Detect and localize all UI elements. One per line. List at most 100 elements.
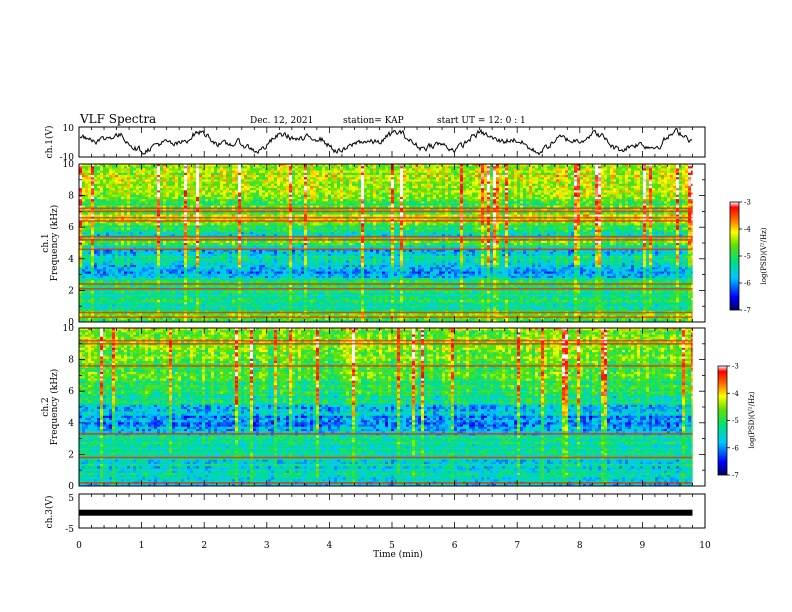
spectrogram-cell: [331, 199, 335, 202]
spectrogram-cell: [508, 207, 512, 211]
spectrogram-cell: [487, 199, 491, 202]
spectrogram-cell: [268, 194, 272, 198]
spectrogram-cell: [226, 166, 230, 169]
spectrogram-cell: [484, 196, 488, 200]
spectrogram-cell: [112, 212, 116, 215]
spectrogram-cell: [223, 168, 227, 171]
spectrogram-cell: [292, 190, 296, 193]
spectrogram-cell: [97, 194, 101, 198]
spectrogram-cell: [466, 179, 470, 182]
spectrogram-cell: [238, 183, 242, 187]
spectrogram-cell: [238, 174, 242, 178]
spectrogram-cell: [430, 201, 434, 204]
spectrogram-cell: [190, 174, 194, 178]
spectrogram-cell: [469, 181, 473, 184]
spectrogram-cell: [562, 170, 566, 173]
spectrogram-cell: [442, 196, 446, 200]
spectrogram-cell: [136, 199, 140, 202]
spectrogram-cell: [283, 174, 287, 178]
spectrogram-cell: [175, 168, 179, 171]
spectrogram-cell: [127, 212, 131, 215]
spectrogram-cell: [337, 194, 341, 198]
spectrogram-cell: [88, 179, 92, 182]
spectrogram-cell: [529, 207, 533, 211]
spectrogram-cell: [523, 199, 527, 202]
spectrogram-cell: [142, 183, 146, 187]
spectrogram-cell: [529, 203, 533, 206]
spectrogram-cell: [526, 196, 530, 200]
spectrogram-cell: [613, 188, 617, 191]
spectrogram-cell: [475, 192, 479, 195]
spectrogram-cell: [346, 164, 350, 167]
spectrogram-cell: [334, 181, 338, 184]
spectrogram-cell: [349, 190, 353, 193]
spectrogram-cell: [622, 188, 626, 191]
spectrogram-cell: [637, 164, 641, 167]
spectrogram-cell: [340, 199, 344, 202]
spectrogram-cell: [523, 177, 527, 180]
spectrogram-cell: [268, 177, 272, 180]
spectrogram-cell: [439, 203, 443, 206]
spectrogram-cell: [220, 168, 224, 171]
spectrogram-cell: [385, 212, 389, 215]
spectrogram-cell: [127, 201, 131, 204]
spectrogram-cell: [535, 194, 539, 198]
spectrogram-cell: [265, 172, 269, 176]
spectrogram-cell: [289, 196, 293, 200]
spectrogram-cell: [454, 170, 458, 173]
spectrogram-cell: [397, 188, 401, 191]
spectrogram-cell: [253, 168, 257, 171]
spectrogram-cell: [250, 172, 254, 176]
spectrogram-cell: [598, 212, 602, 215]
spectrogram-cell: [460, 172, 464, 176]
spectrogram-cell: [430, 192, 434, 195]
spectrogram-cell: [148, 196, 152, 200]
spectrogram-cell: [253, 166, 257, 169]
spectrogram-cell: [127, 203, 131, 206]
spectrogram-cell: [631, 194, 635, 198]
spectrogram-cell: [553, 205, 557, 209]
spectrogram-cell: [676, 164, 680, 167]
spectrogram-cell: [466, 164, 470, 167]
spectrogram-cell: [640, 199, 644, 202]
spectrogram-cell: [514, 212, 518, 215]
spectrogram-cell: [202, 188, 206, 191]
spectrogram-cell: [592, 164, 596, 167]
spectrogram-cell: [406, 203, 410, 206]
spectrogram-cell: [340, 205, 344, 209]
spectrogram-cell: [154, 188, 158, 191]
spectrogram-cell: [307, 201, 311, 204]
spectrogram-cell: [100, 203, 104, 206]
spectrogram-cell: [322, 214, 326, 217]
spectrogram-cell: [505, 185, 509, 189]
spectrogram-cell: [445, 183, 449, 187]
spectrogram-cell: [115, 183, 119, 187]
spectrogram-cell: [307, 179, 311, 182]
spectrogram-cell: [97, 207, 101, 211]
spectrogram-cell: [271, 183, 275, 187]
spectrogram-cell: [631, 174, 635, 178]
spectrogram-cell: [397, 174, 401, 178]
spectrogram-cell: [622, 183, 626, 187]
spectrogram-cell: [202, 190, 206, 193]
spectrogram-cell: [292, 212, 296, 215]
spectrogram-cell: [265, 177, 269, 180]
spectrogram-cell: [487, 179, 491, 182]
spectrogram-cell: [82, 201, 86, 204]
spectrogram-cell: [352, 177, 356, 180]
spectrogram-cell: [631, 181, 635, 184]
spectrogram-cell: [370, 177, 374, 180]
spectrogram-cell: [424, 172, 428, 176]
spectrogram-cell: [349, 183, 353, 187]
spectrogram-cell: [301, 214, 305, 217]
spectrogram-cell: [277, 199, 281, 202]
spectrogram-cell: [538, 214, 542, 217]
spectrogram-cell: [436, 168, 440, 171]
spectrogram-cell: [193, 168, 197, 171]
spectrogram-cell: [520, 188, 524, 191]
spectrogram-cell: [133, 168, 137, 171]
spectrogram-cell: [601, 212, 605, 215]
spectrogram-cell: [481, 194, 485, 198]
spectrogram-cell: [91, 212, 95, 215]
spectrogram-cell: [451, 185, 455, 189]
